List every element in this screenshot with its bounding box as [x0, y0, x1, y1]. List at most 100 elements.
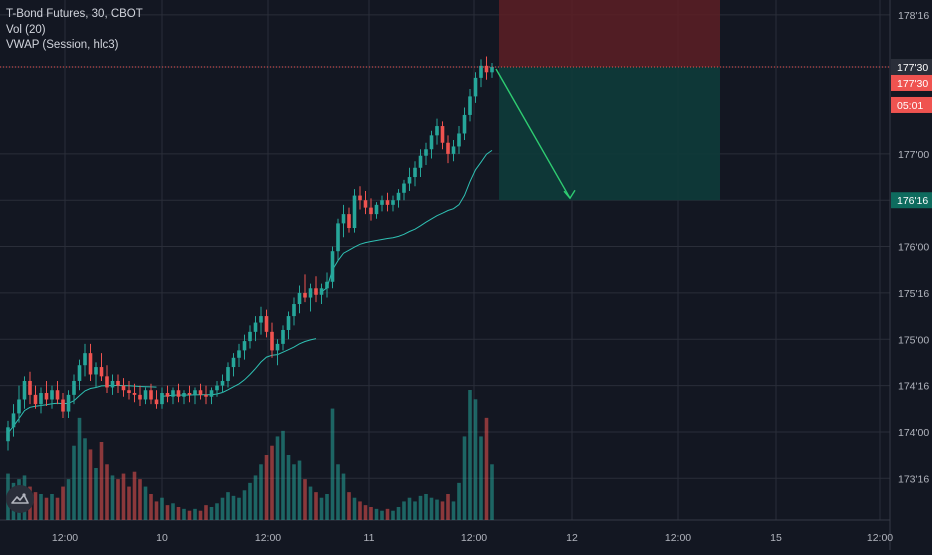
candle-body: [429, 135, 434, 150]
x-tick-label: 12:00: [461, 532, 487, 544]
candle-body: [319, 288, 324, 295]
x-tick-label: 11: [364, 532, 375, 544]
volume-bar: [385, 508, 390, 520]
candle-body: [402, 183, 406, 193]
candle-body: [330, 251, 335, 282]
price-tag: [891, 192, 932, 209]
trend-arrow-icon: [495, 68, 571, 199]
candle-body: [369, 207, 373, 215]
volume-bar: [242, 490, 247, 520]
volume-bar: [204, 505, 208, 520]
x-tick-label: 12:00: [665, 532, 691, 544]
x-tick-label: 12:00: [52, 532, 78, 544]
candle-body: [314, 288, 318, 295]
candle-body: [28, 380, 32, 395]
candle-body: [484, 65, 489, 73]
candle-body: [176, 390, 181, 397]
volume-bar: [468, 390, 472, 520]
candle-body: [77, 365, 82, 381]
candle-body: [347, 214, 351, 229]
volume-bar: [61, 486, 65, 520]
candle-body: [264, 316, 269, 332]
candle-body: [462, 114, 467, 134]
candle-body: [121, 385, 126, 391]
volume-bar: [171, 503, 175, 520]
candle-body: [457, 133, 461, 147]
candle-body: [396, 192, 401, 201]
candle-body: [275, 343, 280, 351]
candle-body: [341, 214, 346, 224]
volume-bar: [231, 495, 236, 520]
price-tag: [891, 74, 932, 91]
volume-bar: [341, 473, 346, 520]
candle-body: [242, 341, 247, 351]
volume-bar: [270, 445, 274, 520]
candle-body: [451, 146, 456, 154]
candle-body: [473, 77, 478, 97]
volume-bar: [154, 501, 159, 520]
arrow-head-icon: [563, 189, 576, 200]
volume-bar: [440, 501, 445, 520]
volume-bar: [187, 510, 192, 520]
current-price-marker-label: 177'30: [897, 62, 928, 74]
volume-bar: [198, 510, 203, 520]
candle-body: [281, 329, 285, 344]
volume-bar: [138, 479, 142, 520]
volume-indicator-label[interactable]: Vol (20): [6, 23, 46, 36]
candle-body: [308, 288, 313, 298]
candle-body: [6, 427, 10, 442]
volume-bar: [105, 464, 109, 520]
volume-bar: [319, 497, 324, 520]
candle-body: [11, 413, 16, 428]
volume-bar: [462, 436, 467, 520]
x-tick-label: 12:00: [255, 532, 281, 544]
candle-body: [374, 204, 379, 215]
volume-bar: [484, 417, 489, 520]
candle-body: [286, 316, 291, 330]
candle-body: [363, 200, 368, 208]
candle-body: [88, 353, 93, 375]
volume-bar: [55, 497, 60, 520]
volume-bar: [457, 482, 461, 520]
stop-loss-zone: [499, 0, 720, 67]
volume-bar: [99, 442, 104, 520]
volume-bar: [380, 510, 384, 520]
volume-bar: [473, 399, 478, 520]
volume-bar: [330, 408, 335, 520]
y-tick-label: 174'16: [898, 381, 929, 393]
candle-body: [418, 155, 423, 168]
candle-body: [259, 316, 263, 323]
volume-bar: [336, 464, 340, 520]
candle-body: [231, 357, 236, 368]
price-tag-label: 05:01: [897, 100, 923, 112]
candle-body: [424, 149, 428, 156]
candle-body: [132, 393, 137, 395]
volume-bar: [286, 455, 291, 520]
price-tag-label: 177'30: [897, 78, 928, 90]
volume-bar: [39, 494, 43, 520]
candle-body: [237, 350, 241, 358]
volume-bar: [182, 508, 186, 520]
tradingview-logo-icon[interactable]: [6, 485, 34, 513]
candle-body: [33, 394, 38, 405]
candle-body: [380, 200, 384, 205]
candle-body: [83, 353, 87, 366]
candle-body: [149, 390, 153, 400]
y-tick-label: 177'00: [898, 149, 929, 161]
candle-body: [61, 399, 65, 412]
vwap-indicator-label[interactable]: VWAP (Session, hlc3): [6, 39, 119, 51]
y-tick-label: 173'16: [898, 473, 929, 485]
candle-body: [116, 380, 120, 386]
volume-bar: [347, 492, 351, 520]
volume-bar: [83, 438, 87, 520]
candle-body: [440, 126, 445, 143]
symbol-title[interactable]: T-Bond Futures, 30, CBOT: [6, 8, 143, 20]
candle-body: [198, 390, 203, 395]
volume-bar: [248, 482, 252, 520]
y-tick-label: 178'16: [898, 10, 929, 22]
volume-bar: [143, 486, 148, 520]
candle-body: [171, 390, 175, 397]
y-tick-label: 175'16: [898, 288, 929, 300]
